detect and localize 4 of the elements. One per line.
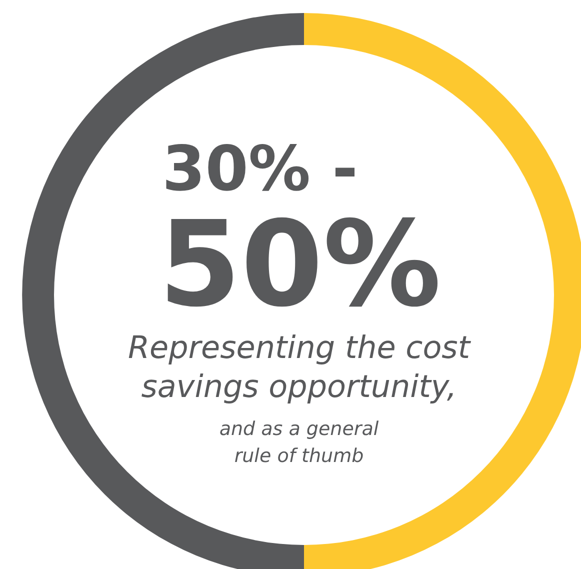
text: rule of thumb [233, 445, 365, 467]
text: savings opportunity, [140, 369, 458, 405]
text: and as a general [218, 418, 380, 440]
text: Representing the cost [127, 330, 472, 366]
